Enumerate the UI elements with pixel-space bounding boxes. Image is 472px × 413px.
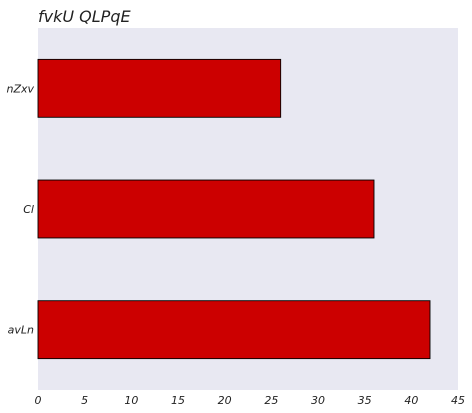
x-tick-label: 40 [404,394,418,407]
x-tick-label: 10 [124,394,138,407]
x-tick-label: 0 [35,394,42,407]
y-tick-label: Cl [23,203,34,216]
x-tick-label: 45 [451,394,465,407]
x-tick-label: 35 [358,394,372,407]
x-tick-label: 20 [218,394,232,407]
x-tick-label: 5 [81,394,88,407]
chart-title: fvkU QLPqE [38,7,131,26]
x-tick-label: 25 [264,394,278,407]
bar-Cl [37,179,375,239]
y-tick-label: avLn [8,324,34,337]
bar-nZxv [37,58,282,118]
x-tick-label: 30 [311,394,325,407]
bar-avLn [37,300,431,360]
y-tick-label: nZxv [6,82,34,95]
x-tick-label: 15 [171,394,185,407]
